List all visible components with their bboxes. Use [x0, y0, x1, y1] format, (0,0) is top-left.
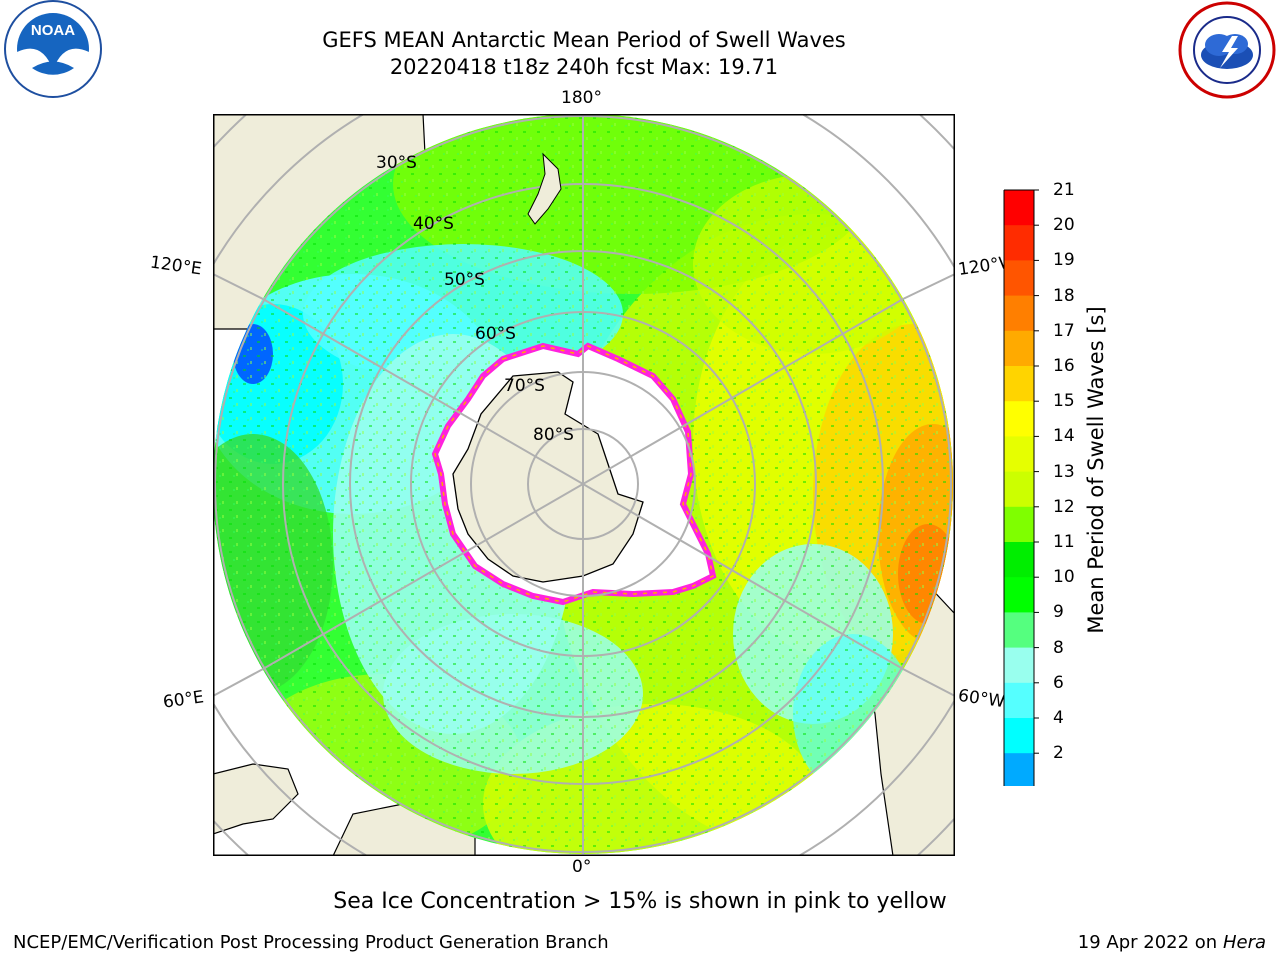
lat-label-50s: 50°S — [444, 270, 485, 290]
colorbar-tick-label: 15 — [1053, 391, 1075, 412]
colorbar-segment — [1004, 718, 1034, 754]
polar-map — [213, 114, 955, 856]
colorbar-tick-label: 4 — [1053, 708, 1064, 728]
map-title: GEFS MEAN Antarctic Mean Period of Swell… — [322, 28, 846, 52]
colorbar-segment — [1004, 682, 1034, 719]
colorbar-segment — [1004, 190, 1034, 226]
colorbar-tick-label: 12 — [1053, 496, 1075, 517]
colorbar-segment — [1004, 225, 1034, 261]
colorbar-tick-label: 6 — [1053, 672, 1064, 693]
noaa-logo: NOAA — [4, 0, 102, 98]
nws-logo — [1178, 1, 1276, 99]
colorbar-segment — [1004, 471, 1034, 508]
outer-graticule — [213, 114, 955, 856]
lat-label-70s: 70°S — [504, 376, 545, 396]
footer-credit: NCEP/EMC/Verification Post Processing Pr… — [13, 932, 609, 953]
svg-text:NOAA: NOAA — [31, 22, 75, 39]
colorbar-segment — [1004, 436, 1034, 473]
lat-label-30s: 30°S — [376, 153, 417, 173]
colorbar-tick-label: 19 — [1053, 250, 1075, 271]
colorbar-segment — [1004, 753, 1034, 786]
antarctica — [431, 342, 717, 606]
colorbar-segment — [1004, 295, 1034, 332]
lon-label-120e: 120°E — [148, 252, 203, 280]
colorbar-tick-label: 10 — [1053, 567, 1075, 588]
colorbar-segment — [1004, 401, 1034, 437]
colorbar-tick-label: 8 — [1053, 637, 1064, 658]
colorbar-tick-label: 16 — [1053, 356, 1075, 376]
sea-ice-caption: Sea Ice Concentration > 15% is shown in … — [333, 889, 947, 914]
colorbar-segment — [1004, 612, 1034, 649]
colorbar-tick-label: 18 — [1053, 285, 1075, 306]
colorbar-segment — [1004, 647, 1034, 684]
lat-label-40s: 40°S — [413, 214, 454, 234]
lon-label-60w: 60°W — [956, 685, 1007, 713]
colorbar-tick-label: 17 — [1053, 320, 1075, 341]
lon-label-60e: 60°E — [161, 687, 206, 713]
map-frame — [213, 114, 955, 856]
colorbar-segment — [1004, 577, 1034, 613]
colorbar-segment — [1004, 330, 1034, 367]
colorbar — [1003, 189, 1039, 786]
colorbar-tick-label: 14 — [1053, 426, 1075, 447]
map-subtitle: 20220418 t18z 240h fcst Max: 19.71 — [389, 55, 779, 79]
colorbar-tick-label: 9 — [1053, 602, 1064, 623]
colorbar-segment — [1004, 260, 1034, 297]
colorbar-label: Mean Period of Swell Waves [s] — [1084, 306, 1108, 634]
colorbar-tick-label: 20 — [1053, 215, 1075, 236]
lon-label-180: 180° — [561, 88, 602, 108]
colorbar-tick-label: 13 — [1053, 461, 1075, 482]
colorbar-segment — [1004, 542, 1034, 578]
lat-label-60s: 60°S — [475, 324, 516, 344]
footer-date: 19 Apr 2022 on Hera — [1077, 932, 1266, 953]
colorbar-segment — [1004, 366, 1034, 402]
colorbar-tick-label: 2 — [1053, 743, 1064, 764]
new-zealand — [527, 152, 562, 225]
colorbar-tick-label: 11 — [1053, 532, 1075, 552]
lat-label-80s: 80°S — [533, 425, 574, 445]
footer-machine: Hera — [1222, 932, 1266, 953]
colorbar-segment — [1004, 506, 1034, 543]
colorbar-tick-label: 21 — [1053, 180, 1075, 200]
lon-label-0: 0° — [572, 857, 592, 877]
graticule — [214, 114, 952, 854]
